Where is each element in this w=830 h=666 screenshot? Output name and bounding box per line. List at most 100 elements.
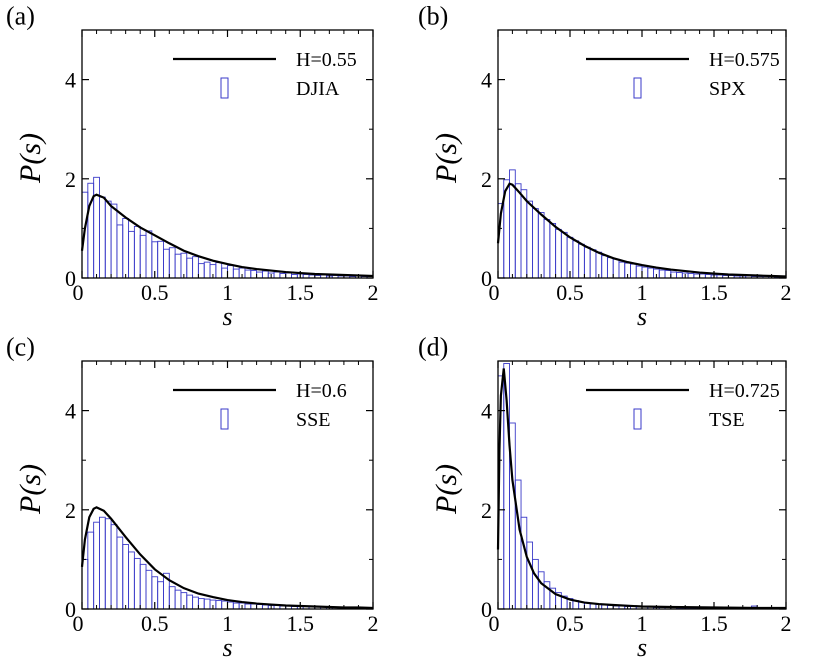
chart-panel: (d) 0 0.5 1 1.5 2 0 2 4 s P(s) H=0.725 TSE <box>418 332 792 662</box>
panel-label: (b) <box>418 1 448 30</box>
histogram-bar <box>520 516 528 610</box>
x-tick-label: 0.5 <box>141 611 169 636</box>
histogram-bar <box>174 253 182 279</box>
x-tick-label: 0 <box>73 280 84 305</box>
histogram-bar <box>192 596 199 610</box>
chart-panel: (b) 0 0.5 1 1.5 2 0 2 4 s P(s) H=0.575 SPX <box>418 1 792 331</box>
histogram-bar <box>93 176 100 279</box>
histogram-bar <box>285 272 292 279</box>
histogram-bar <box>244 269 252 279</box>
histogram-bar <box>221 600 228 610</box>
y-tick-label: 4 <box>481 68 492 93</box>
histogram-bar <box>168 247 176 279</box>
y-tick-label: 0 <box>481 266 492 291</box>
histogram-bar <box>526 541 534 610</box>
y-tick-label: 0 <box>65 266 76 291</box>
legend-bar-swatch <box>633 77 642 99</box>
legend-line-label: H=0.725 <box>709 380 780 402</box>
histogram-bar <box>157 240 164 279</box>
x-tick-label: 0 <box>489 280 500 305</box>
histogram-bar <box>128 230 135 279</box>
histogram-bar <box>647 267 654 279</box>
histogram-bar <box>537 212 545 279</box>
y-tick-label: 0 <box>65 597 76 622</box>
legend-bar-label: DJIA <box>296 78 340 100</box>
legend-bar-label: SPX <box>709 78 746 100</box>
histogram-bar <box>687 273 695 279</box>
x-axis-label: s <box>637 302 647 331</box>
y-axis-label: P(s) <box>430 133 463 184</box>
legend-bar-label: SSE <box>296 409 330 431</box>
histogram-bar <box>110 203 118 279</box>
histogram-bar <box>163 248 170 279</box>
histogram-bar <box>227 265 234 279</box>
x-axis-label: s <box>637 633 647 662</box>
histogram-bar <box>145 230 153 279</box>
histogram-bar <box>583 246 591 279</box>
histogram-bar <box>589 249 597 279</box>
x-tick-label: 1.5 <box>700 280 728 305</box>
histogram-bar <box>261 270 269 279</box>
histogram-bar <box>589 603 597 610</box>
y-axis-label: P(s) <box>430 464 463 515</box>
histogram-bar <box>122 218 130 279</box>
histogram-bar <box>532 208 539 279</box>
x-tick-label: 1.5 <box>287 611 315 636</box>
histogram-bar <box>128 551 135 610</box>
histogram-bar <box>578 243 585 279</box>
histogram-bar <box>145 569 153 610</box>
histogram-bar <box>116 224 124 279</box>
legend-line-label: H=0.55 <box>296 49 357 71</box>
histogram-bar <box>110 524 118 610</box>
legend-bar-swatch <box>633 408 642 430</box>
y-tick-label: 0 <box>481 597 492 622</box>
x-tick-label: 0 <box>489 611 500 636</box>
histogram-bar <box>250 603 258 610</box>
histogram-bar <box>227 601 234 610</box>
fit-line <box>80 506 374 610</box>
histogram-bar <box>606 257 614 279</box>
y-tick-label: 2 <box>65 498 76 523</box>
histogram-bar <box>520 189 528 279</box>
histogram-bar <box>192 256 199 279</box>
histogram-bar <box>532 558 539 610</box>
histogram-bar <box>549 222 557 279</box>
y-tick-label: 4 <box>65 399 76 424</box>
histogram-bar <box>99 516 106 610</box>
histogram-bar <box>244 603 252 610</box>
histogram-bar <box>104 200 112 279</box>
histogram-bar <box>203 261 211 279</box>
y-axis-label: P(s) <box>14 133 47 184</box>
x-tick-label: 0.5 <box>556 611 584 636</box>
histogram-bar <box>139 234 147 279</box>
histogram-bar <box>543 219 551 279</box>
histogram-bar <box>133 557 141 610</box>
x-tick-label: 1 <box>222 280 233 305</box>
y-axis-label: P(s) <box>14 464 47 515</box>
y-tick-label: 2 <box>481 167 492 192</box>
histogram-bar <box>197 598 205 610</box>
histogram-bar <box>612 258 620 279</box>
legend-line-label: H=0.6 <box>296 380 347 402</box>
x-tick-label: 0 <box>73 611 84 636</box>
x-tick-label: 2 <box>781 611 792 636</box>
fit-line <box>496 182 787 278</box>
chart-panel: (c) 0 0.5 1 1.5 2 0 2 4 s P(s) H=0.6 SSE <box>6 332 379 662</box>
panel-label: (d) <box>418 332 448 361</box>
panel-label: (c) <box>6 332 35 361</box>
legend-bar-swatch <box>220 77 229 99</box>
y-tick-label: 2 <box>481 498 492 523</box>
panel-label: (a) <box>6 1 35 30</box>
histogram-bar <box>560 231 568 279</box>
histogram-bar <box>168 586 176 610</box>
histogram-bar <box>157 581 164 610</box>
x-tick-label: 1.5 <box>700 611 728 636</box>
legend-bar-swatch <box>220 408 229 430</box>
histogram-bar <box>601 255 608 279</box>
histogram-bar <box>215 600 223 610</box>
fit-line <box>80 193 374 278</box>
histogram-bar <box>133 225 141 279</box>
x-tick-label: 0.5 <box>556 280 584 305</box>
x-tick-label: 2 <box>368 611 379 636</box>
